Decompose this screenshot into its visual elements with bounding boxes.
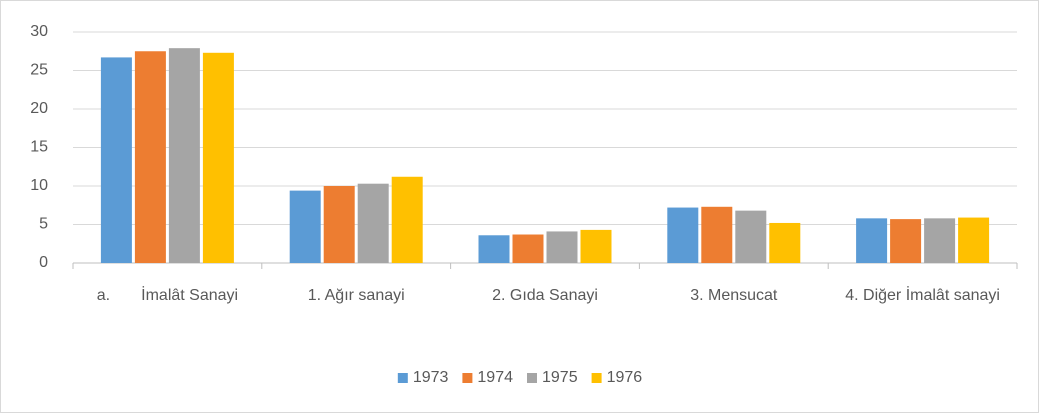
bar: [168, 48, 200, 263]
legend-label: 1974: [477, 369, 513, 386]
bar: [391, 176, 423, 263]
legend-swatch: [462, 373, 473, 383]
y-tick-label: 30: [30, 23, 48, 40]
legend-label: 1975: [542, 369, 578, 386]
bar: [701, 206, 733, 263]
bar: [323, 186, 355, 263]
bar: [924, 218, 956, 263]
x-tick-label: 4. Diğer İmalât sanayi: [845, 285, 1000, 304]
bar: [546, 231, 578, 263]
bar: [134, 51, 166, 263]
bar: [667, 207, 699, 263]
x-tick-label: 1. Ağır sanayi: [308, 287, 405, 304]
legend-label: 1976: [607, 369, 643, 386]
bar: [890, 219, 922, 263]
y-tick-label: 0: [39, 254, 48, 271]
y-tick-label: 5: [39, 216, 48, 233]
bar: [958, 217, 990, 263]
legend-swatch: [527, 373, 537, 383]
y-tick-label: 25: [30, 62, 48, 79]
bar: [512, 234, 544, 263]
bar: [202, 52, 234, 263]
legend-swatch: [397, 373, 408, 383]
legend-swatch: [591, 373, 602, 383]
bar: [735, 210, 767, 263]
bar: [769, 222, 801, 263]
y-tick-label: 20: [30, 100, 48, 117]
legend-label: 1973: [413, 369, 449, 386]
x-tick-label: 2. Gıda Sanayi: [492, 287, 598, 304]
bar: [357, 183, 389, 263]
y-tick-label: 15: [30, 139, 48, 156]
bar: [856, 218, 888, 263]
x-tick-label: a. İmalât Sanayi: [97, 285, 238, 304]
bar: [100, 57, 132, 263]
bar: [478, 235, 510, 263]
y-tick-label: 10: [30, 177, 48, 194]
bar: [289, 190, 321, 263]
x-tick-label: 3. Mensucat: [690, 287, 778, 304]
bar: [580, 229, 612, 263]
